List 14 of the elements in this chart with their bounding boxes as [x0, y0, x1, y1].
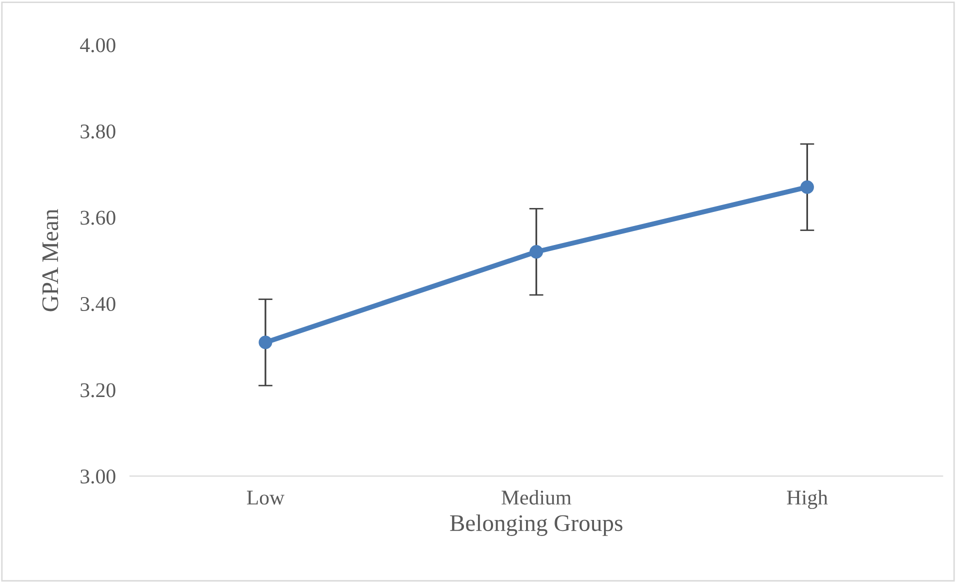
y-tick-label: 3.20 [80, 383, 116, 398]
y-tick-label: 3.00 [80, 469, 116, 484]
y-tick-label: 3.60 [80, 210, 116, 225]
y-tick-label: 3.40 [80, 296, 116, 312]
point [530, 245, 544, 259]
x-tick-label: Medium [502, 490, 572, 505]
x-tick-label: Low [246, 490, 284, 505]
y-axis-title: GPA Mean [42, 209, 58, 312]
x-tick-label: High [786, 490, 828, 509]
point [800, 180, 814, 194]
point [258, 336, 272, 350]
y-tick-label: 4.00 [80, 38, 116, 52]
x-axis-title: Belonging Groups [450, 514, 622, 536]
y-tick-label: 3.80 [80, 124, 116, 139]
